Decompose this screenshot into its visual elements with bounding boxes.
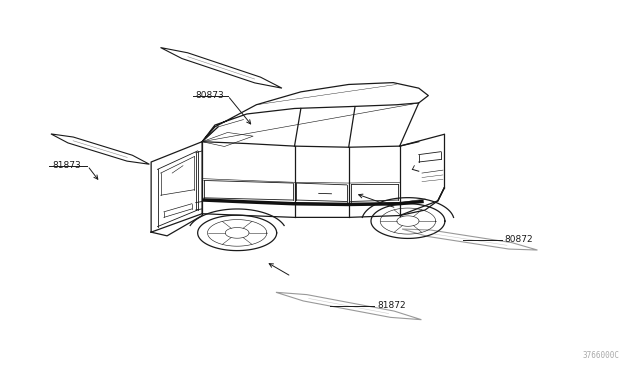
Text: 3766000C: 3766000C	[582, 350, 620, 359]
Text: 81873: 81873	[52, 161, 81, 170]
Text: 80872: 80872	[505, 235, 533, 244]
Text: 80873: 80873	[196, 91, 225, 100]
Text: 81872: 81872	[378, 301, 406, 311]
